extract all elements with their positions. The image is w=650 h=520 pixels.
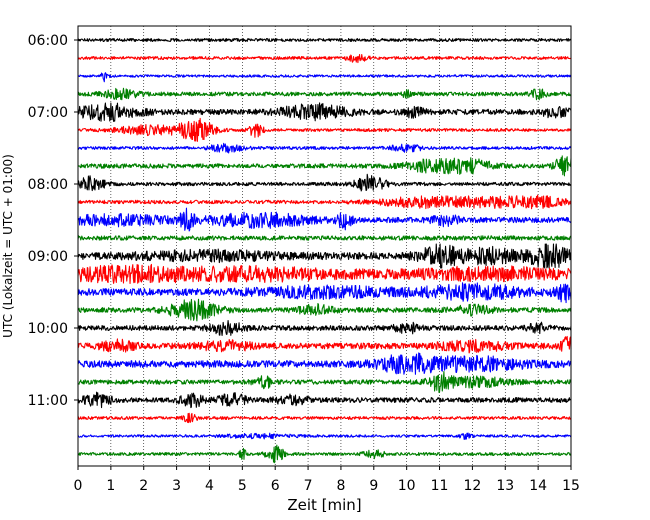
trace-0730: [77, 142, 572, 154]
trace-0630: [77, 72, 572, 83]
y-axis-title: UTC (Lokalzeit = UTC + 01:00): [1, 154, 15, 338]
seismic-traces: [77, 38, 572, 464]
trace-1145: [77, 444, 572, 464]
y-tick-label: 11:00: [28, 393, 68, 409]
x-tick-label: 8: [336, 478, 345, 494]
x-tick-label: 14: [529, 478, 547, 494]
y-tick-label: 07:00: [28, 105, 68, 121]
trace-0745: [77, 155, 572, 177]
x-tick-label: 11: [431, 478, 449, 494]
x-tick-label: 13: [496, 478, 514, 494]
trace-0700: [77, 102, 572, 122]
x-tick-label: 12: [463, 478, 481, 494]
trace-0800: [77, 173, 572, 192]
trace-0815: [77, 194, 572, 210]
x-tick-label: 15: [562, 478, 580, 494]
y-axis-ticks: 06:00 07:00 08:00 09:00 10:00 11:00: [28, 33, 78, 409]
trace-1100: [77, 391, 572, 409]
x-axis-ticks: 0 1 2 3 4 5 6 7 8 9 10 11 12 13 14 15: [74, 466, 580, 494]
x-tick-label: 1: [106, 478, 115, 494]
trace-0645: [77, 87, 572, 101]
trace-0615: [77, 53, 572, 64]
x-axis-title: Zeit [min]: [287, 496, 361, 514]
trace-0600: [77, 38, 572, 42]
x-tick-label: 6: [271, 478, 280, 494]
trace-1045: [77, 370, 572, 393]
x-tick-label: 7: [304, 478, 313, 494]
x-tick-label: 0: [74, 478, 83, 494]
x-tick-label: 2: [139, 478, 148, 494]
plot-frame: [77, 25, 572, 467]
trace-0830: [77, 207, 572, 232]
trace-1130: [77, 432, 572, 440]
y-tick-label: 08:00: [28, 177, 68, 193]
y-tick-label: 10:00: [28, 321, 68, 337]
y-tick-label: 09:00: [28, 249, 68, 265]
trace-0930: [77, 282, 572, 304]
trace-0715: [77, 117, 572, 142]
x-tick-label: 9: [369, 478, 378, 494]
x-tick-label: 3: [172, 478, 181, 494]
trace-1115: [77, 412, 572, 424]
trace-1000: [77, 320, 572, 336]
trace-0845: [77, 235, 572, 241]
trace-1030: [77, 352, 572, 375]
x-tick-label: 4: [205, 478, 214, 494]
x-tick-label: 5: [238, 478, 247, 494]
trace-0915: [77, 263, 572, 285]
y-tick-label: 06:00: [28, 33, 68, 49]
trace-1015: [77, 335, 572, 354]
trace-0945: [77, 298, 572, 322]
x-tick-label: 10: [398, 478, 416, 494]
trace-0900: [77, 243, 572, 269]
